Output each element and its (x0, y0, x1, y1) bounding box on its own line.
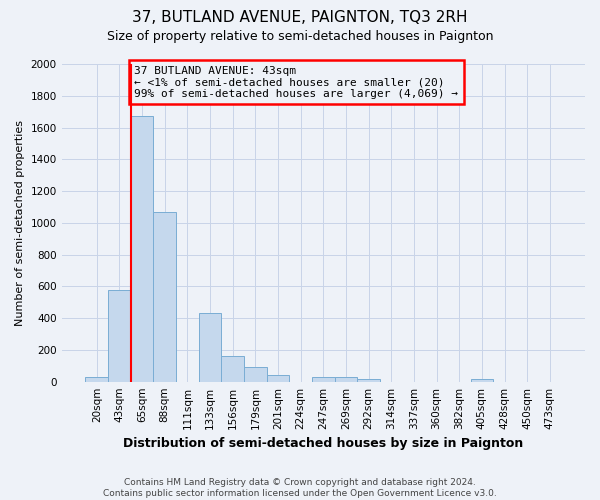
Bar (131, 116, 154, 382)
Y-axis label: Number of semi-detached properties: Number of semi-detached properties (15, 120, 25, 326)
Bar (154, 212, 176, 382)
Bar (244, 368, 266, 382)
Bar (108, 290, 131, 382)
Bar (221, 356, 244, 382)
Text: 37, BUTLAND AVENUE, PAIGNTON, TQ3 2RH: 37, BUTLAND AVENUE, PAIGNTON, TQ3 2RH (132, 10, 468, 25)
Bar (335, 377, 358, 382)
Bar (312, 377, 335, 382)
X-axis label: Distribution of semi-detached houses by size in Paignton: Distribution of semi-detached houses by … (123, 437, 523, 450)
Bar (470, 380, 493, 382)
Bar (85, 377, 108, 382)
Text: Contains HM Land Registry data © Crown copyright and database right 2024.
Contai: Contains HM Land Registry data © Crown c… (103, 478, 497, 498)
Text: Size of property relative to semi-detached houses in Paignton: Size of property relative to semi-detach… (107, 30, 493, 43)
Text: 37 BUTLAND AVENUE: 43sqm
← <1% of semi-detached houses are smaller (20)
99% of s: 37 BUTLAND AVENUE: 43sqm ← <1% of semi-d… (134, 66, 458, 99)
Bar (266, 376, 289, 382)
Bar (358, 379, 380, 382)
Bar (199, 314, 221, 382)
